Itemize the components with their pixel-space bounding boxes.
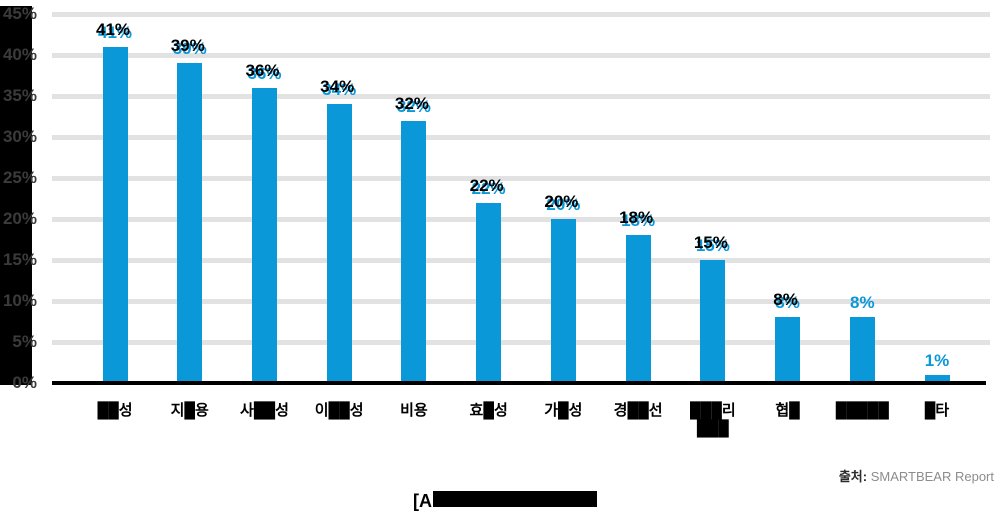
caption-redaction-box	[433, 491, 597, 507]
source-note: 출처: SMARTBEAR Report	[839, 466, 994, 485]
x-tick-label: 경██선	[613, 402, 663, 419]
x-tick-label: ███리 ███	[689, 402, 736, 437]
bar-value-label: 8%	[756, 293, 820, 313]
gridline	[52, 94, 990, 99]
y-tick-label: 15%	[2, 250, 37, 269]
y-tick-label: 0%	[12, 373, 37, 392]
bar	[625, 235, 651, 383]
bar	[924, 374, 950, 383]
x-tick-label: 지█용	[170, 402, 209, 419]
y-tick-label: 10%	[2, 291, 37, 310]
x-tick-label: █████	[835, 402, 889, 419]
bar-value-label: 32%	[382, 97, 446, 117]
gridline	[52, 176, 990, 181]
bar-value-label: 20%	[531, 195, 595, 215]
bar-value-label: 15%	[681, 236, 745, 256]
bar	[326, 104, 352, 383]
bar-value-label: 36%	[232, 64, 296, 84]
left-redaction-box	[0, 6, 32, 385]
bar	[849, 317, 875, 383]
bar	[775, 317, 801, 383]
bar-value-label: 1%	[924, 350, 950, 370]
bar-value-label: 22%	[457, 179, 521, 199]
x-tick-label: 비용	[400, 402, 428, 419]
bar	[476, 202, 502, 383]
y-tick-label: 45%	[2, 4, 37, 23]
x-tick-label: ██성	[97, 402, 133, 419]
gridline	[52, 135, 990, 140]
bar	[251, 87, 277, 383]
source-prefix: 출처:	[838, 469, 868, 484]
bar-value-label: 39%	[158, 39, 222, 59]
x-tick-label: 가█성	[544, 402, 583, 419]
y-tick-label: 35%	[2, 86, 37, 105]
chart-caption: [A	[413, 491, 597, 512]
x-tick-label: 협█	[775, 402, 800, 419]
source-text: SMARTBEAR Report	[870, 469, 994, 484]
bar-value-label: 18%	[606, 211, 670, 231]
x-tick-label: 사██성	[240, 402, 289, 419]
bar	[401, 120, 427, 383]
gridline	[52, 12, 990, 17]
y-tick-label: 20%	[2, 209, 37, 228]
bar-value-label: 34%	[307, 80, 371, 100]
x-axis-line	[52, 381, 986, 385]
x-tick-label: 효█성	[469, 402, 508, 419]
y-tick-label: 5%	[12, 332, 37, 351]
gridline	[52, 340, 990, 345]
y-tick-label: 40%	[2, 45, 37, 64]
y-tick-label: 25%	[2, 168, 37, 187]
caption-visible-text: [A	[413, 491, 432, 511]
bar	[550, 219, 576, 383]
y-tick-label: 30%	[2, 127, 37, 146]
bar	[102, 46, 128, 383]
bar	[700, 260, 726, 383]
gridline	[52, 53, 990, 58]
x-tick-label: 이██성	[314, 402, 364, 419]
gridline	[52, 258, 990, 263]
gridline	[52, 217, 990, 222]
bar-value-label: 8%	[850, 293, 875, 313]
bar-value-label: 41%	[83, 23, 147, 43]
bar	[177, 63, 203, 383]
gridline	[52, 299, 990, 304]
x-tick-label: █타	[924, 402, 950, 419]
